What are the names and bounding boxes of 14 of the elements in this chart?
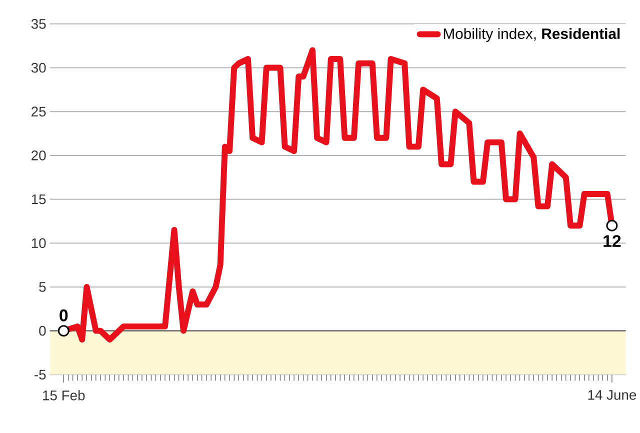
x-tick-label: 15 Feb	[43, 390, 85, 400]
x-tick-label: 14 June	[588, 390, 636, 400]
y-tick-label: 35	[31, 18, 46, 29]
y-tick-label: 25	[32, 106, 46, 116]
y-tick-label: 15	[32, 194, 46, 204]
legend-label: Mobility index, Residential	[444, 28, 620, 42]
annotation: 0	[60, 309, 68, 322]
y-tick-label: 5	[39, 282, 46, 292]
y-tick-label: 30	[31, 62, 46, 72]
y-tick-label: 0	[39, 326, 46, 336]
y-tick-label: 20	[32, 150, 46, 160]
annotation: 12	[604, 234, 621, 247]
y-tick-label: -5	[34, 370, 46, 380]
y-tick-label: 10	[32, 238, 46, 248]
